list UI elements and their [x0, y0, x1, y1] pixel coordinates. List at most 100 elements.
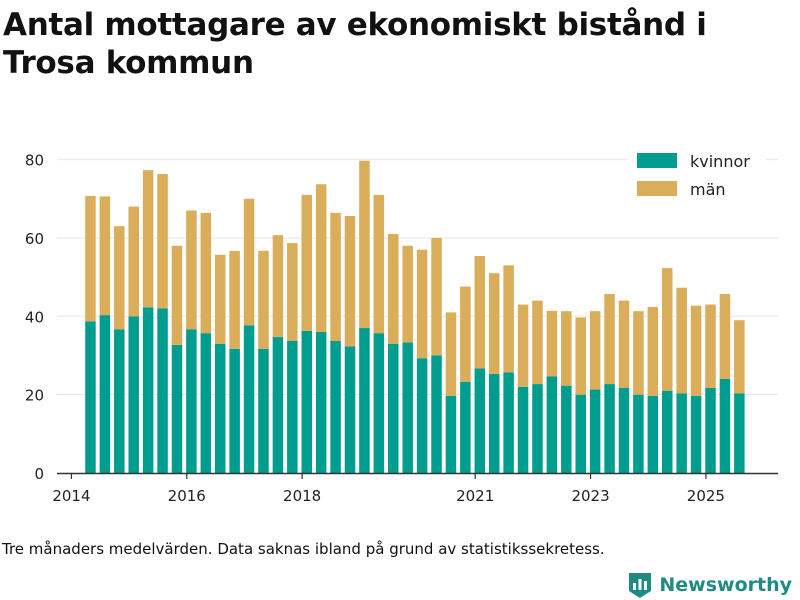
bar-man — [243, 198, 255, 326]
bar-kvinnor — [402, 342, 413, 473]
bar-man — [647, 306, 659, 396]
bar-man — [589, 311, 601, 390]
bar-kvinnor — [344, 346, 356, 473]
bar-kvinnor — [604, 384, 615, 473]
bar-kvinnor — [488, 373, 500, 473]
bar-kvinnor — [633, 394, 644, 473]
bar-man — [662, 268, 673, 391]
bar-man — [373, 194, 385, 334]
bar-man — [388, 234, 399, 344]
bar-man — [488, 273, 500, 374]
bar-kvinnor — [258, 348, 269, 473]
bar-man — [301, 194, 312, 331]
bar-kvinnor — [99, 315, 111, 473]
bar-man — [359, 160, 370, 329]
bar-man — [315, 184, 327, 332]
bar-man — [734, 320, 745, 394]
bar-man — [287, 243, 298, 341]
legend: kvinnor män — [628, 146, 766, 204]
y-axis-ticks: 0 20 40 60 80 — [25, 152, 44, 483]
y-tick-label: 0 — [34, 465, 44, 483]
bar-man — [114, 226, 125, 330]
bar-man — [445, 312, 457, 396]
bar-kvinnor — [214, 343, 226, 473]
bar-kvinnor — [719, 378, 731, 473]
footnote: Tre månaders medelvärden. Data saknas ib… — [2, 540, 605, 558]
bar-man — [546, 310, 558, 377]
bar-kvinnor — [676, 393, 687, 473]
bar-man — [532, 300, 543, 385]
bar-man — [200, 212, 212, 334]
y-tick-label: 60 — [25, 230, 44, 248]
bar-kvinnor — [315, 331, 327, 473]
bar-kvinnor — [287, 340, 298, 473]
bar-kvinnor — [734, 393, 745, 473]
bar-man — [402, 245, 413, 343]
bar-man — [229, 250, 240, 349]
legend-label: män — [690, 180, 726, 199]
bar-man — [171, 245, 183, 345]
bar-kvinnor — [229, 348, 240, 473]
bar-kvinnor — [128, 316, 139, 473]
bar-man — [676, 287, 687, 394]
bar-man — [258, 250, 269, 349]
bar-man — [214, 254, 226, 344]
legend-swatch-kvinnor — [637, 153, 677, 168]
bar-kvinnor — [445, 395, 457, 473]
bar-man — [705, 304, 716, 388]
x-tick-label: 2016 — [168, 487, 206, 505]
bar-man — [128, 206, 139, 317]
x-tick-label: 2023 — [571, 487, 609, 505]
legend-swatch-man — [637, 181, 677, 196]
bar-kvinnor — [373, 333, 385, 473]
bar-kvinnor — [359, 328, 370, 473]
bar-kvinnor — [474, 368, 486, 473]
bar-man — [690, 305, 702, 396]
bar-man — [561, 311, 572, 386]
bar-kvinnor — [200, 333, 212, 473]
brand-logo[interactable]: Newsworthy — [627, 570, 792, 600]
newsworthy-logo-icon — [629, 573, 652, 598]
bar-man — [431, 237, 442, 356]
bar-kvinnor — [460, 381, 471, 473]
bar-man — [344, 216, 356, 347]
bar-man — [85, 196, 96, 322]
bar-kvinnor — [575, 394, 586, 473]
bar-kvinnor — [114, 329, 125, 473]
bar-kvinnor — [171, 344, 183, 473]
bar-man — [460, 286, 471, 382]
bar-kvinnor — [589, 389, 601, 473]
bar-kvinnor — [546, 376, 558, 473]
bar-kvinnor — [431, 355, 442, 473]
bar-man — [604, 293, 615, 385]
bar-kvinnor — [690, 395, 702, 473]
bar-man — [719, 293, 731, 379]
bar-man — [157, 174, 168, 309]
bar-kvinnor — [243, 325, 255, 473]
bar-kvinnor — [85, 321, 96, 473]
bar-man — [618, 300, 630, 388]
bar-kvinnor — [532, 384, 543, 473]
bar-kvinnor — [416, 358, 428, 473]
bar-man — [474, 255, 486, 369]
y-tick-label: 80 — [25, 152, 44, 170]
bar-man — [330, 212, 341, 341]
bar-kvinnor — [647, 395, 659, 473]
bar-kvinnor — [388, 343, 399, 473]
bar-man — [142, 170, 154, 308]
bar-kvinnor — [503, 372, 514, 473]
x-tick-label: 2021 — [456, 487, 494, 505]
bar-man — [633, 311, 644, 395]
bar-kvinnor — [330, 340, 341, 473]
chart-title: Antal mottagare av ekonomiskt bistånd i … — [3, 7, 707, 81]
bar-man — [186, 210, 197, 330]
y-tick-label: 40 — [25, 308, 44, 326]
x-tick-label: 2025 — [687, 487, 725, 505]
bar-kvinnor — [272, 337, 284, 473]
x-tick-label: 2018 — [283, 487, 321, 505]
bar-kvinnor — [561, 385, 572, 473]
bar-kvinnor — [157, 308, 168, 473]
bar-man — [503, 265, 514, 373]
bar-kvinnor — [301, 330, 312, 473]
